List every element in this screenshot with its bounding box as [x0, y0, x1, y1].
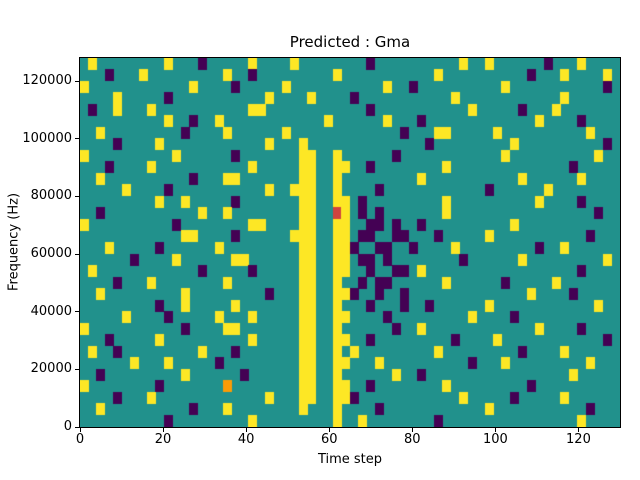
y-tick-label: 40000 [30, 303, 72, 319]
x-tick-mark [577, 428, 579, 432]
y-tick-label: 60000 [30, 246, 72, 262]
chart-title: Predicted : Gma [289, 33, 411, 51]
heatmap-canvas [80, 58, 620, 427]
x-tick-mark [411, 428, 413, 432]
y-tick-label: 0 [63, 419, 72, 434]
y-tick-mark [75, 368, 79, 370]
x-tick-mark [328, 428, 330, 432]
y-tick-label: 100000 [22, 130, 72, 146]
y-tick-mark [75, 195, 79, 197]
y-axis-label: Frequency (Hz) [6, 192, 22, 292]
plot-area [79, 57, 621, 428]
x-tick-mark [245, 428, 247, 432]
x-tick-mark [79, 428, 81, 432]
x-tick-mark [494, 428, 496, 432]
x-tick-label: 60 [320, 432, 338, 447]
y-tick-label: 120000 [22, 73, 72, 89]
y-tick-label: 80000 [30, 188, 72, 204]
y-tick-mark [75, 80, 79, 82]
y-tick-mark [75, 426, 79, 428]
y-tick-mark [75, 253, 79, 255]
x-tick-label: 40 [237, 432, 255, 447]
y-tick-mark [75, 311, 79, 313]
x-tick-label: 120 [566, 432, 591, 447]
x-axis-label: Time step [317, 452, 383, 467]
x-tick-label: 0 [75, 432, 85, 447]
x-tick-label: 100 [482, 432, 508, 447]
y-tick-label: 20000 [30, 361, 72, 377]
x-tick-mark [162, 428, 164, 432]
x-tick-label: 20 [154, 432, 172, 447]
y-tick-mark [75, 138, 79, 140]
x-tick-label: 80 [404, 432, 421, 447]
